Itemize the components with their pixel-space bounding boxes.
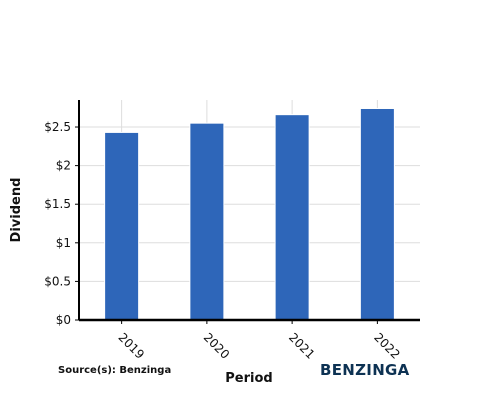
y-tick-label: $1 (56, 236, 71, 250)
x-tick-label: 2021 (286, 330, 317, 361)
y-axis-title: Dividend (9, 178, 24, 243)
x-axis-title: Period (225, 371, 272, 386)
benzinga-logo: BENZINGA (320, 361, 410, 379)
bar-2021 (274, 114, 310, 321)
bars-layer (104, 107, 395, 321)
y-tick-label: $1.5 (44, 197, 71, 211)
y-tick-labels: $0 $0.5 $1 $1.5 $2 $2.5 (44, 120, 79, 327)
bar-2019 (104, 131, 140, 321)
axes-layer (78, 100, 420, 322)
x-tick-labels: 2019 2020 2021 2022 (116, 320, 403, 362)
y-tick-label: $0 (56, 313, 71, 327)
x-tick-label: 2019 (116, 330, 147, 361)
source-credit: Source(s): Benzinga (58, 365, 171, 376)
x-tick-label: 2022 (371, 330, 402, 361)
y-tick-label: $2 (56, 159, 71, 173)
y-tick-label: $0.5 (44, 274, 71, 288)
bar-2022 (359, 107, 395, 321)
x-tick-label: 2020 (201, 330, 232, 361)
bar-2020 (189, 122, 225, 321)
y-tick-label: $2.5 (44, 120, 71, 134)
